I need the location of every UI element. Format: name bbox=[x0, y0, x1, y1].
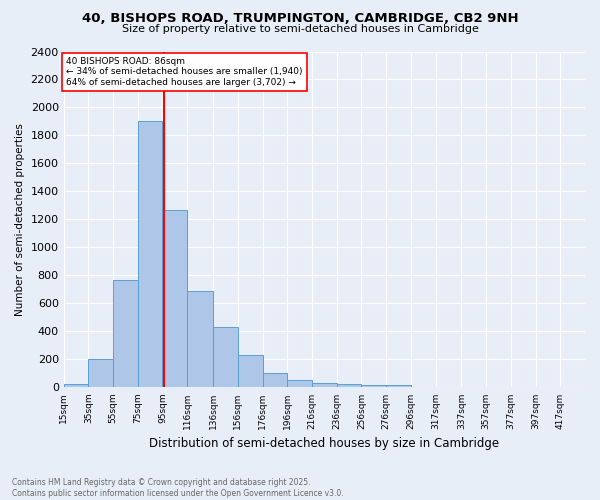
Bar bbox=[263, 374, 287, 388]
Bar bbox=[64, 384, 88, 388]
X-axis label: Distribution of semi-detached houses by size in Cambridge: Distribution of semi-detached houses by … bbox=[149, 437, 499, 450]
Y-axis label: Number of semi-detached properties: Number of semi-detached properties bbox=[15, 123, 25, 316]
Bar bbox=[386, 386, 411, 388]
Text: 40 BISHOPS ROAD: 86sqm
← 34% of semi-detached houses are smaller (1,940)
64% of : 40 BISHOPS ROAD: 86sqm ← 34% of semi-det… bbox=[66, 57, 302, 87]
Bar bbox=[213, 326, 238, 388]
Text: Contains HM Land Registry data © Crown copyright and database right 2025.
Contai: Contains HM Land Registry data © Crown c… bbox=[12, 478, 344, 498]
Bar bbox=[113, 280, 138, 388]
Text: Size of property relative to semi-detached houses in Cambridge: Size of property relative to semi-detach… bbox=[122, 24, 478, 34]
Bar bbox=[287, 380, 312, 388]
Bar bbox=[187, 291, 213, 388]
Bar bbox=[337, 384, 361, 388]
Bar bbox=[238, 355, 263, 388]
Bar bbox=[361, 384, 386, 388]
Bar bbox=[163, 210, 187, 388]
Bar bbox=[138, 122, 163, 388]
Bar bbox=[88, 360, 113, 388]
Bar bbox=[312, 382, 337, 388]
Text: 40, BISHOPS ROAD, TRUMPINGTON, CAMBRIDGE, CB2 9NH: 40, BISHOPS ROAD, TRUMPINGTON, CAMBRIDGE… bbox=[82, 12, 518, 26]
